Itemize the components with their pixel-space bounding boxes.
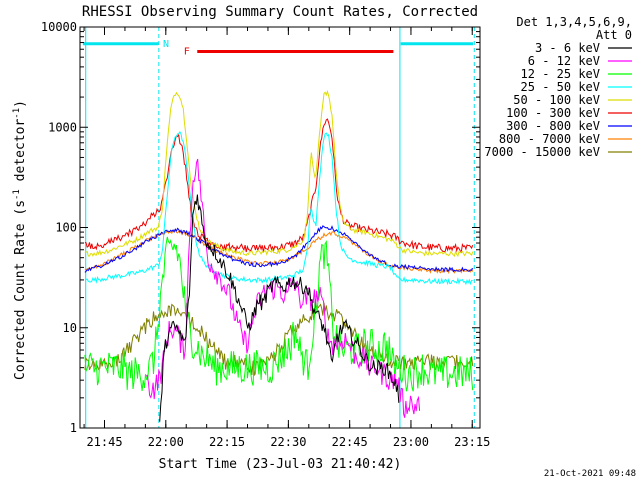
x-tick-label: 23:00 [393,435,429,449]
chart-title: RHESSI Observing Summary Count Rates, Co… [82,4,478,20]
plot-area: NF [82,27,475,428]
series-12-to-25keV-kev [84,236,474,392]
legend-header-attenuator: Att 0 [596,28,632,42]
y-tick-label: 1 [70,421,77,435]
axes-layer: 1 10 100 1000 10000 21:45 22:00 22:15 22:30 22:45… [41,20,490,449]
x-tick-label: 21:45 [86,435,122,449]
night-label: N [163,39,169,50]
legend-label: 3 - 6 keV [535,41,600,55]
series-25-to-50keV-kev [84,130,473,286]
legend-label: 100 - 300 keV [506,106,600,120]
series-50-to-100keV-kev [84,89,474,257]
legend-label: 800 - 7000 keV [499,132,600,146]
flare-label: F [184,46,190,57]
y-tick-label: 100 [55,221,77,235]
series-300-to-800keV-kev [84,225,474,273]
legend-label: 300 - 800 keV [506,119,600,133]
x-tick-label: 22:45 [332,435,368,449]
data-layer: NF [82,27,475,428]
x-tick-label: 23:15 [454,435,490,449]
legend-label: 7000 - 15000 keV [484,145,600,159]
footer-timestamp: 21-Oct-2021 09:48 [544,469,636,479]
y-tick-label: 1000 [48,120,77,134]
x-tick-label: 22:15 [209,435,245,449]
y-tick-label: 10000 [41,20,77,34]
y-axis-label: Corrected Count Rate (s-1 detector-1) [12,100,28,380]
x-axis-label: Start Time (23-Jul-03 21:40:42) [159,457,402,472]
y-tick-label: 10 [63,321,77,335]
legend-label: 12 - 25 keV [521,67,600,81]
x-tick-label: 22:30 [270,435,306,449]
legend-label: 50 - 100 keV [513,93,600,107]
x-tick-label: 22:00 [148,435,184,449]
legend-header-detectors: Det 1,3,4,5,6,9, [516,15,632,29]
legend-label: 25 - 50 keV [521,80,600,94]
legend-label: 6 - 12 keV [528,54,600,68]
series-3-to-6keV-kev [159,194,400,422]
series-100-to-300keV-kev [84,118,474,254]
